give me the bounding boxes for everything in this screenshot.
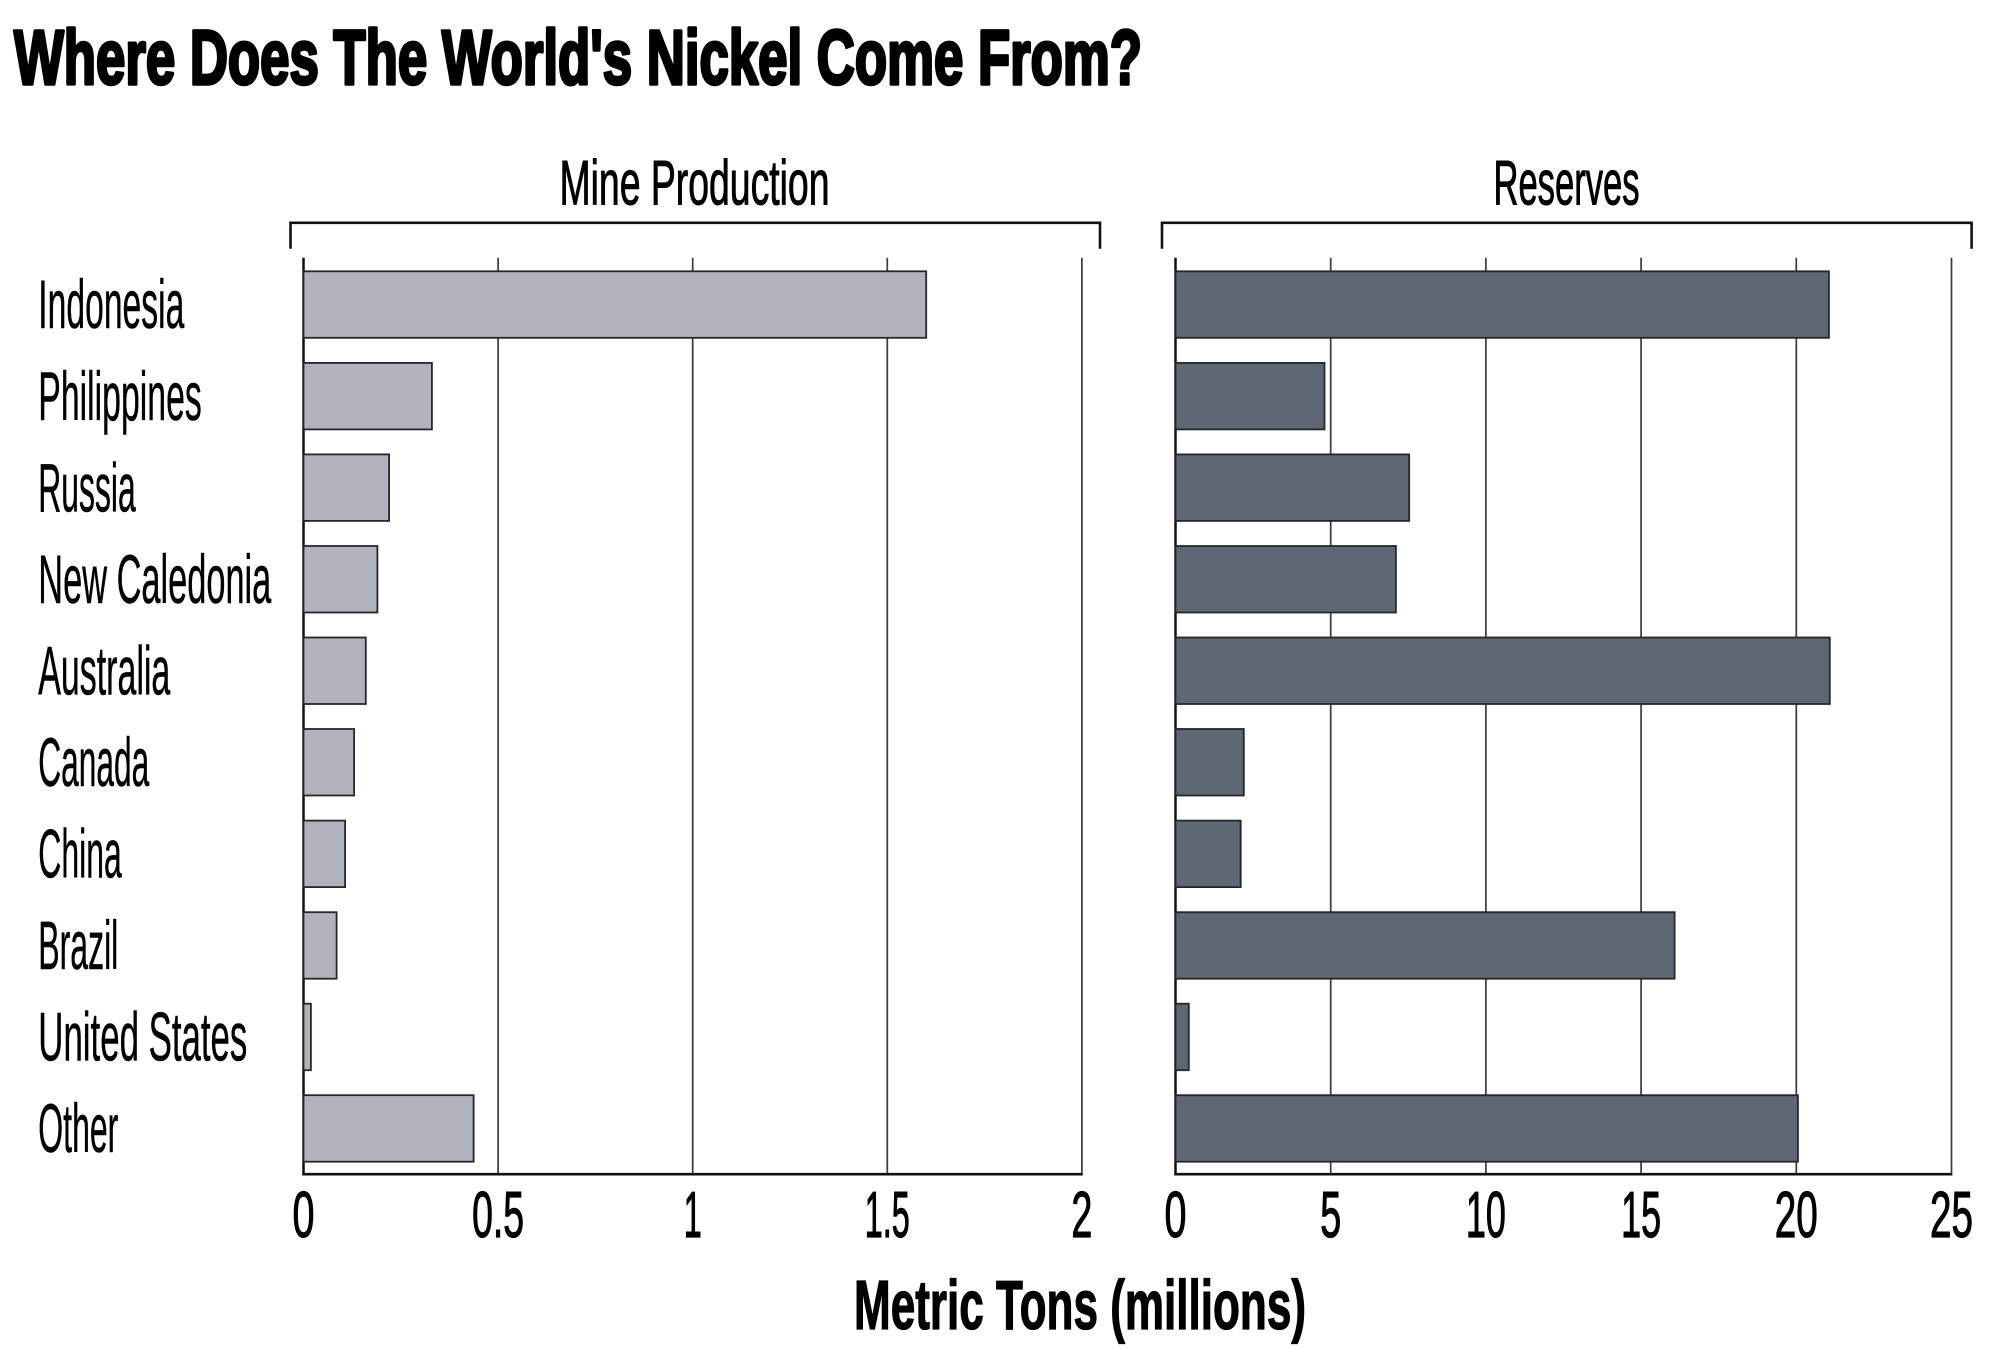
svg-text:0.5: 0.5: [472, 1178, 524, 1251]
svg-text:Indonesia: Indonesia: [38, 266, 184, 343]
svg-text:2: 2: [1071, 1178, 1092, 1251]
svg-text:New Caledonia: New Caledonia: [38, 541, 271, 618]
svg-text:Philippines: Philippines: [38, 358, 202, 435]
svg-text:Other: Other: [38, 1090, 118, 1167]
svg-text:0: 0: [1165, 1178, 1187, 1251]
svg-text:5: 5: [1320, 1178, 1341, 1251]
svg-text:1.5: 1.5: [865, 1178, 910, 1251]
svg-text:25: 25: [1930, 1178, 1973, 1251]
svg-text:1: 1: [684, 1178, 702, 1251]
svg-text:Brazil: Brazil: [38, 907, 118, 984]
svg-text:Mine Production: Mine Production: [560, 149, 830, 219]
svg-text:0: 0: [293, 1178, 315, 1251]
svg-text:United States: United States: [38, 999, 247, 1076]
svg-text:10: 10: [1466, 1178, 1506, 1251]
svg-text:China: China: [38, 816, 122, 893]
svg-text:Reserves: Reserves: [1494, 149, 1640, 219]
svg-text:15: 15: [1621, 1178, 1661, 1251]
svg-text:Where Does The World's Nickel: Where Does The World's Nickel Come From?: [14, 15, 1142, 101]
svg-text:Australia: Australia: [38, 633, 170, 710]
svg-text:20: 20: [1775, 1178, 1818, 1251]
svg-text:Russia: Russia: [38, 449, 136, 526]
svg-text:Metric Tons (millions): Metric Tons (millions): [854, 1266, 1306, 1344]
svg-text:Canada: Canada: [38, 724, 149, 801]
